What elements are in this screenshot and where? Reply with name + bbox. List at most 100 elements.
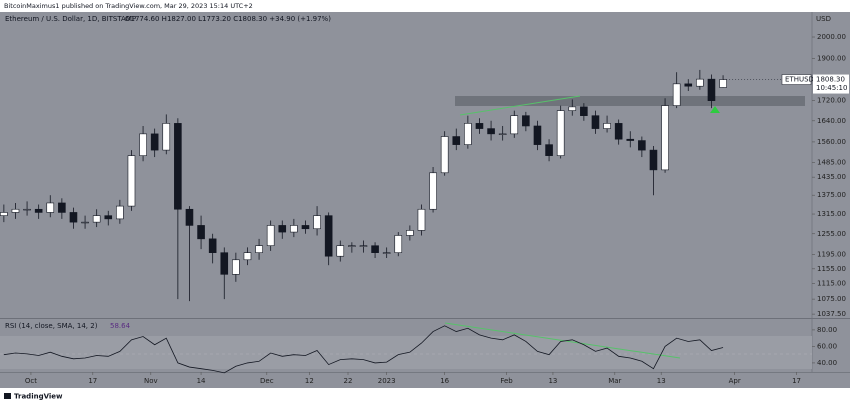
candle-body (266, 225, 275, 247)
candle-body (58, 202, 66, 213)
candle-body (568, 106, 577, 111)
candle-body (255, 245, 263, 253)
y-tick-label: 1195.00 (817, 250, 846, 258)
x-tick-label: Nov (144, 377, 158, 385)
x-tick-label: Mar (608, 377, 621, 385)
candle-body (464, 123, 472, 145)
x-tick-label: 13 (657, 377, 666, 385)
candle-body (522, 115, 530, 127)
y-tick-label: 1485.00 (817, 159, 846, 167)
y-tick-label: 1075.00 (817, 295, 846, 303)
candle-body (661, 105, 669, 171)
candle-body (162, 123, 171, 151)
y-tick-label: 60.00 (817, 342, 837, 350)
y-tick-label: 2000.00 (817, 33, 846, 41)
x-tick-label: Apr (729, 377, 741, 385)
y-tick-label: 40.00 (817, 359, 837, 367)
rsi-trend-line (444, 322, 681, 359)
candle-body (139, 133, 147, 156)
candle-body (696, 78, 704, 87)
candle-body (348, 245, 356, 247)
x-tick-label: 12 (305, 377, 314, 385)
candle-body (23, 208, 31, 211)
candle-body (638, 140, 646, 151)
rsi-band (0, 336, 812, 369)
candle-body (243, 252, 252, 261)
candle-body (475, 123, 484, 129)
candle-body (290, 225, 298, 233)
symbol-label: ETHUSD (785, 76, 814, 84)
y-tick-label: 1640.00 (817, 117, 846, 125)
price-label: 1808.30 (816, 76, 845, 84)
candle-body (510, 115, 519, 135)
x-tick-label: 17 (88, 377, 97, 385)
candle-body (382, 252, 391, 254)
candle-body (81, 221, 89, 224)
y-tick-label: 1315.00 (817, 210, 846, 218)
candle-body (371, 245, 379, 253)
y-tick-label: 1435.00 (817, 173, 846, 181)
footer: TradingView (14, 393, 63, 401)
candle-body (452, 136, 461, 145)
candle-body (0, 212, 8, 216)
y-tick-label: 1155.00 (817, 265, 846, 273)
y-tick-label: 1720.00 (817, 97, 846, 105)
candle-body (487, 128, 495, 135)
candle-body (603, 123, 611, 129)
candle-body (394, 235, 403, 253)
candle-body (11, 208, 20, 213)
candle-body (417, 208, 426, 231)
y-tick-label: 80.00 (817, 326, 837, 334)
candle-body (301, 225, 310, 230)
x-tick-label: 16 (440, 377, 449, 385)
candle-body (626, 138, 635, 141)
y-tick-label: 1900.00 (817, 55, 846, 63)
candle-body (150, 133, 159, 151)
rsi-title: RSI (14, close, SMA, 14, 2) (5, 322, 98, 330)
rsi-line (3, 325, 724, 374)
candle-body (127, 155, 136, 207)
candle-body (34, 208, 43, 213)
candle-body (591, 115, 600, 129)
candle-body (672, 83, 681, 106)
trend-line (459, 95, 581, 116)
candle-body (719, 79, 727, 88)
candle-body (614, 123, 623, 140)
candle-body (707, 78, 716, 101)
x-tick-label: Dec (260, 377, 274, 385)
y-tick-label: 1037.50 (817, 310, 846, 318)
candle-body (197, 225, 205, 240)
candle-body (429, 172, 437, 210)
candle-body (359, 245, 368, 247)
candle-body (649, 149, 658, 171)
x-tick-label: 17 (792, 377, 801, 385)
candle-body (104, 215, 113, 220)
x-tick-label: Oct (25, 377, 37, 385)
x-tick-label: Feb (500, 377, 513, 385)
candle-body (69, 212, 78, 223)
candle-body (533, 125, 542, 145)
legend-ohlc: O1774.60 H1827.00 L1773.20 C1808.30 +34.… (125, 15, 331, 23)
countdown-label: 10:45:10 (816, 84, 847, 92)
candle-body (684, 83, 693, 87)
candle-body (232, 259, 240, 275)
arrow-up (710, 106, 720, 113)
candle-body (440, 136, 449, 174)
y-tick-label: 1560.00 (817, 138, 846, 146)
x-tick-label: 14 (197, 377, 206, 385)
candle-body (545, 144, 553, 156)
rsi-value: 58.64 (110, 322, 131, 330)
logo (4, 393, 11, 399)
x-tick-label: 2023 (378, 377, 396, 385)
candle-body (406, 230, 414, 236)
legend-title: Ethereum / U.S. Dollar, 1D, BITSTAMP (5, 15, 136, 23)
x-tick-label: 22 (344, 377, 353, 385)
candle-body (220, 252, 229, 275)
header: BitcoinMaximus1 published on TradingView… (4, 2, 253, 10)
resistance-zone (455, 96, 805, 106)
logo-mark (4, 393, 11, 399)
y-tick-label: 1115.00 (817, 280, 846, 288)
price-tag (813, 74, 849, 94)
candle-body (498, 133, 507, 135)
